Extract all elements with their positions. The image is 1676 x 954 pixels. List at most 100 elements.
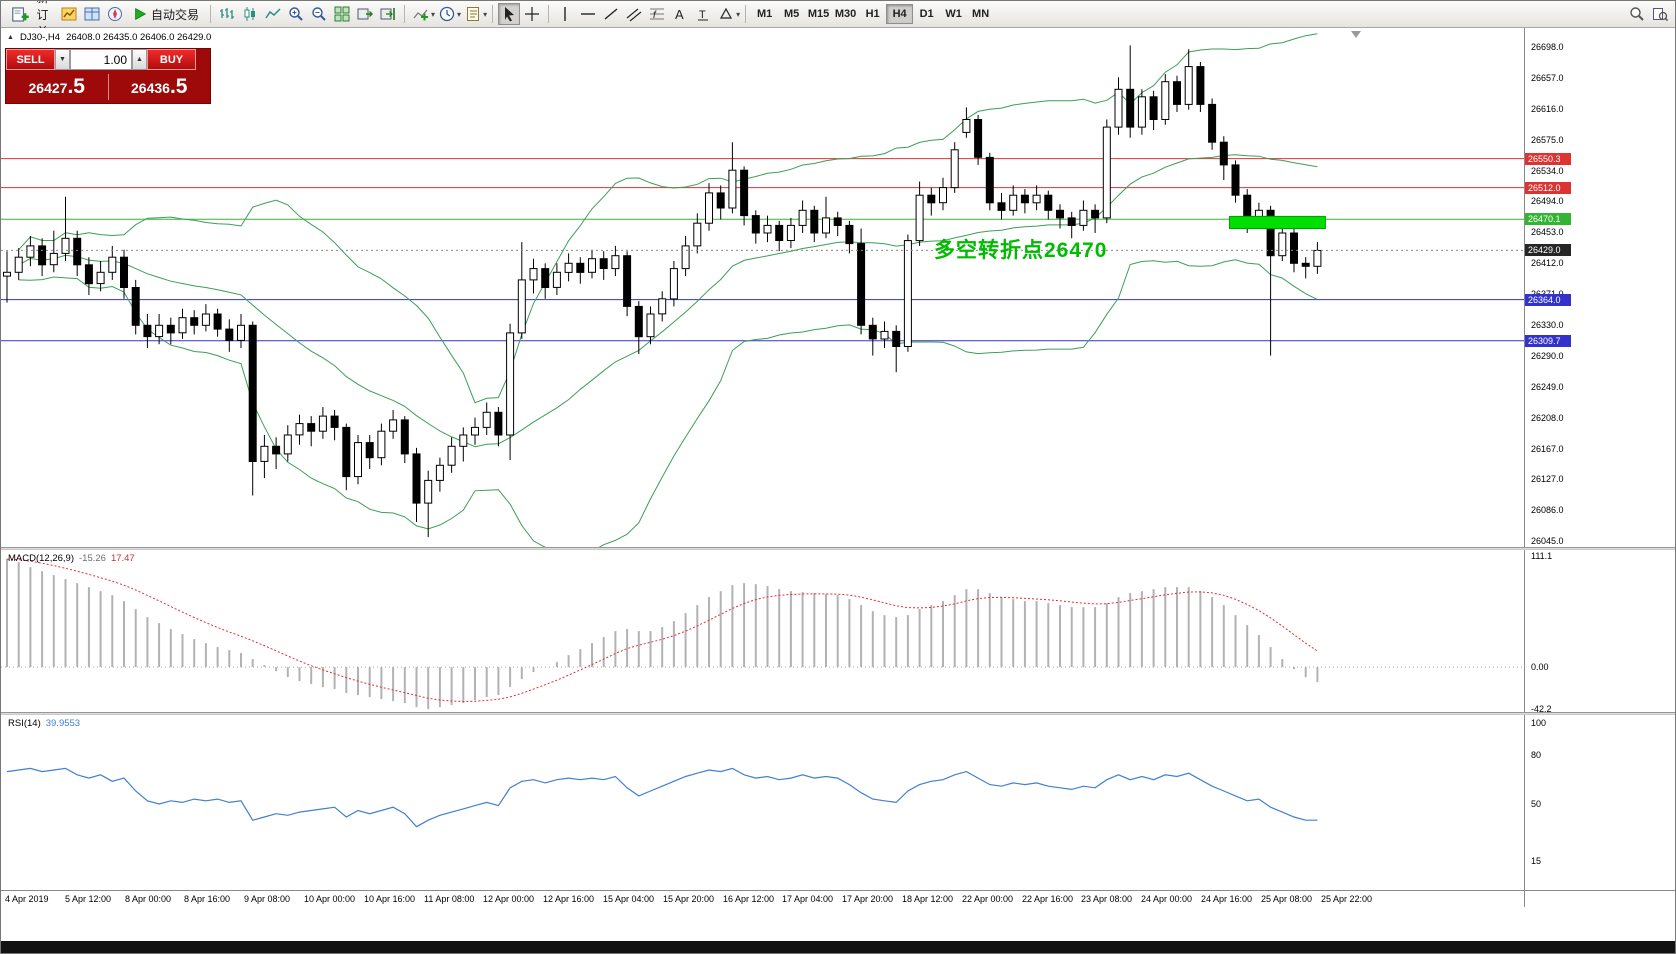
time-axis-label: 24 Apr 16:00 xyxy=(1201,894,1253,904)
rsi-scale-label: 15 xyxy=(1531,855,1542,866)
time-axis-label: 22 Apr 16:00 xyxy=(1022,894,1074,904)
sell-price-main: 26427 xyxy=(28,79,68,96)
timeframe-button-d1[interactable]: D1 xyxy=(913,4,940,24)
periods-dropdown-caret[interactable]: ▾ xyxy=(457,9,462,19)
svg-text:T: T xyxy=(699,9,706,21)
timeframe-button-h1[interactable]: H1 xyxy=(859,4,886,24)
toolbar-separator xyxy=(745,5,747,23)
timeframe-button-h4[interactable]: H4 xyxy=(886,4,914,24)
candlestick-chart-icon[interactable] xyxy=(239,3,261,25)
timeframe-button-m5[interactable]: M5 xyxy=(778,4,805,24)
zoom-in-icon[interactable] xyxy=(285,3,307,25)
crosshair-icon[interactable] xyxy=(521,3,543,25)
toolbar-separator xyxy=(210,5,212,23)
rsi-axis[interactable]: 100 80 50 15 xyxy=(1524,715,1675,890)
new-order-button[interactable]: 新订单 xyxy=(5,1,57,39)
price-axis-label: 26330.0 xyxy=(1531,320,1564,331)
sell-button[interactable]: SELL xyxy=(6,49,55,70)
time-axis-label: 8 Apr 16:00 xyxy=(184,894,231,904)
new-chart-icon[interactable] xyxy=(58,3,80,25)
time-axis-label: 24 Apr 00:00 xyxy=(1141,894,1193,904)
volume-dropdown[interactable]: ▼ xyxy=(55,49,70,70)
rsi-value: 39.9553 xyxy=(45,718,81,729)
navigator-icon[interactable] xyxy=(104,3,126,25)
toolbar-separator xyxy=(548,5,550,23)
fibonacci-icon[interactable]: f xyxy=(646,3,668,25)
time-axis-label: 23 Apr 08:00 xyxy=(1081,894,1133,904)
rsi-panel[interactable]: RSI(14) 39.9553 100 80 50 15 xyxy=(1,715,1675,890)
macd-axis[interactable]: 111.1 0.00 -42.2 xyxy=(1524,550,1675,712)
svg-text:f: f xyxy=(653,10,657,21)
one-click-controls: SELL ▼ ▲ BUY xyxy=(6,49,210,70)
macd-name: MACD(12,26,9) xyxy=(8,553,74,564)
line-chart-icon[interactable] xyxy=(262,3,284,25)
bar-chart-icon[interactable] xyxy=(216,3,238,25)
macd-value: -15.26 xyxy=(79,553,106,564)
timeframe-button-m1[interactable]: M1 xyxy=(751,4,778,24)
cursor-icon[interactable] xyxy=(498,3,521,25)
volume-stepper-up[interactable]: ▲ xyxy=(132,49,147,70)
channel-icon[interactable] xyxy=(623,3,645,25)
time-axis-label: 9 Apr 08:00 xyxy=(244,894,291,904)
buy-price[interactable]: 26436.5 xyxy=(109,75,211,99)
time-axis-label: 17 Apr 04:00 xyxy=(782,894,834,904)
shapes-icon[interactable] xyxy=(715,3,737,25)
macd-panel[interactable]: MACD(12,26,9) -15.26 17.47 111.1 0.00 -42.2 xyxy=(1,550,1675,712)
templates-dropdown-caret[interactable]: ▾ xyxy=(483,9,488,19)
text-icon[interactable]: A xyxy=(669,3,691,25)
time-axis-label: 10 Apr 16:00 xyxy=(364,894,416,904)
chart-shift-icon[interactable] xyxy=(377,3,399,25)
price-chart-panel[interactable]: ▲ DJ30-,H4 26408.0 26435.0 26406.0 26429… xyxy=(1,28,1675,547)
auto-scroll-icon[interactable] xyxy=(354,3,376,25)
timeframe-button-w1[interactable]: W1 xyxy=(940,4,967,24)
indicators-icon[interactable] xyxy=(410,3,432,25)
price-axis-label: 26086.0 xyxy=(1531,504,1564,515)
indicators-dropdown-caret[interactable]: ▾ xyxy=(431,9,436,19)
data-window-icon[interactable] xyxy=(1649,3,1671,25)
periods-icon[interactable] xyxy=(436,3,458,25)
macd-scale-label: -42.2 xyxy=(1531,704,1552,712)
price-axis-label: 26208.0 xyxy=(1531,412,1564,423)
time-axis-label: 4 Apr 2019 xyxy=(5,894,49,904)
shapes-dropdown-caret[interactable]: ▾ xyxy=(736,9,741,19)
price-axis[interactable]: 26698.0 26657.0 26616.0 26575.0 26534.0 26494… xyxy=(1524,28,1675,547)
time-axis-label: 5 Apr 12:00 xyxy=(65,894,112,904)
time-axis[interactable]: 4 Apr 2019 5 Apr 12:00 8 Apr 00:00 8 Apr 16… xyxy=(1,890,1675,907)
horizontal-line-icon[interactable] xyxy=(577,3,599,25)
macd-canvas[interactable] xyxy=(1,550,1526,712)
market-watch-icon[interactable] xyxy=(81,3,103,25)
time-axis-label: 12 Apr 16:00 xyxy=(543,894,595,904)
zoom-out-icon[interactable] xyxy=(308,3,330,25)
timeframe-button-mn[interactable]: MN xyxy=(967,4,994,24)
rsi-scale-label: 80 xyxy=(1531,750,1542,761)
rsi-scale-label: 50 xyxy=(1531,799,1542,809)
volume-input[interactable] xyxy=(70,49,132,70)
price-axis-label: 26657.0 xyxy=(1531,72,1564,83)
rsi-canvas[interactable] xyxy=(1,715,1526,890)
price-axis-label: 26698.0 xyxy=(1531,41,1564,52)
vertical-line-icon[interactable] xyxy=(554,3,576,25)
sell-price[interactable]: 26427.5 xyxy=(6,75,108,99)
templates-icon[interactable] xyxy=(462,3,484,25)
collapse-triangle-icon[interactable]: ▲ xyxy=(7,34,14,41)
panel-separator[interactable] xyxy=(1,712,1675,715)
buy-button[interactable]: BUY xyxy=(147,49,196,70)
label-icon[interactable]: T xyxy=(692,3,714,25)
time-axis-label: 22 Apr 00:00 xyxy=(962,894,1014,904)
trendline-icon[interactable] xyxy=(600,3,622,25)
price-axis-label: 26412.0 xyxy=(1531,258,1564,269)
price-axis-label: 26249.0 xyxy=(1531,381,1564,392)
price-axis-label: 26494.0 xyxy=(1531,196,1564,207)
chart-shift-marker-icon[interactable] xyxy=(1351,31,1361,38)
timeframe-button-m30[interactable]: M30 xyxy=(832,4,859,24)
price-chart-canvas[interactable] xyxy=(1,28,1526,547)
timeframe-button-m15[interactable]: M15 xyxy=(805,4,832,24)
time-axis-label: 11 Apr 08:00 xyxy=(424,894,475,904)
macd-scale-label: 111.1 xyxy=(1531,551,1553,561)
search-icon[interactable] xyxy=(1626,3,1648,25)
auto-trading-button[interactable]: 自动交易 xyxy=(127,3,205,25)
macd-signal-value: 17.47 xyxy=(110,553,135,564)
tile-windows-icon[interactable] xyxy=(331,3,353,25)
panel-separator[interactable] xyxy=(1,547,1675,550)
